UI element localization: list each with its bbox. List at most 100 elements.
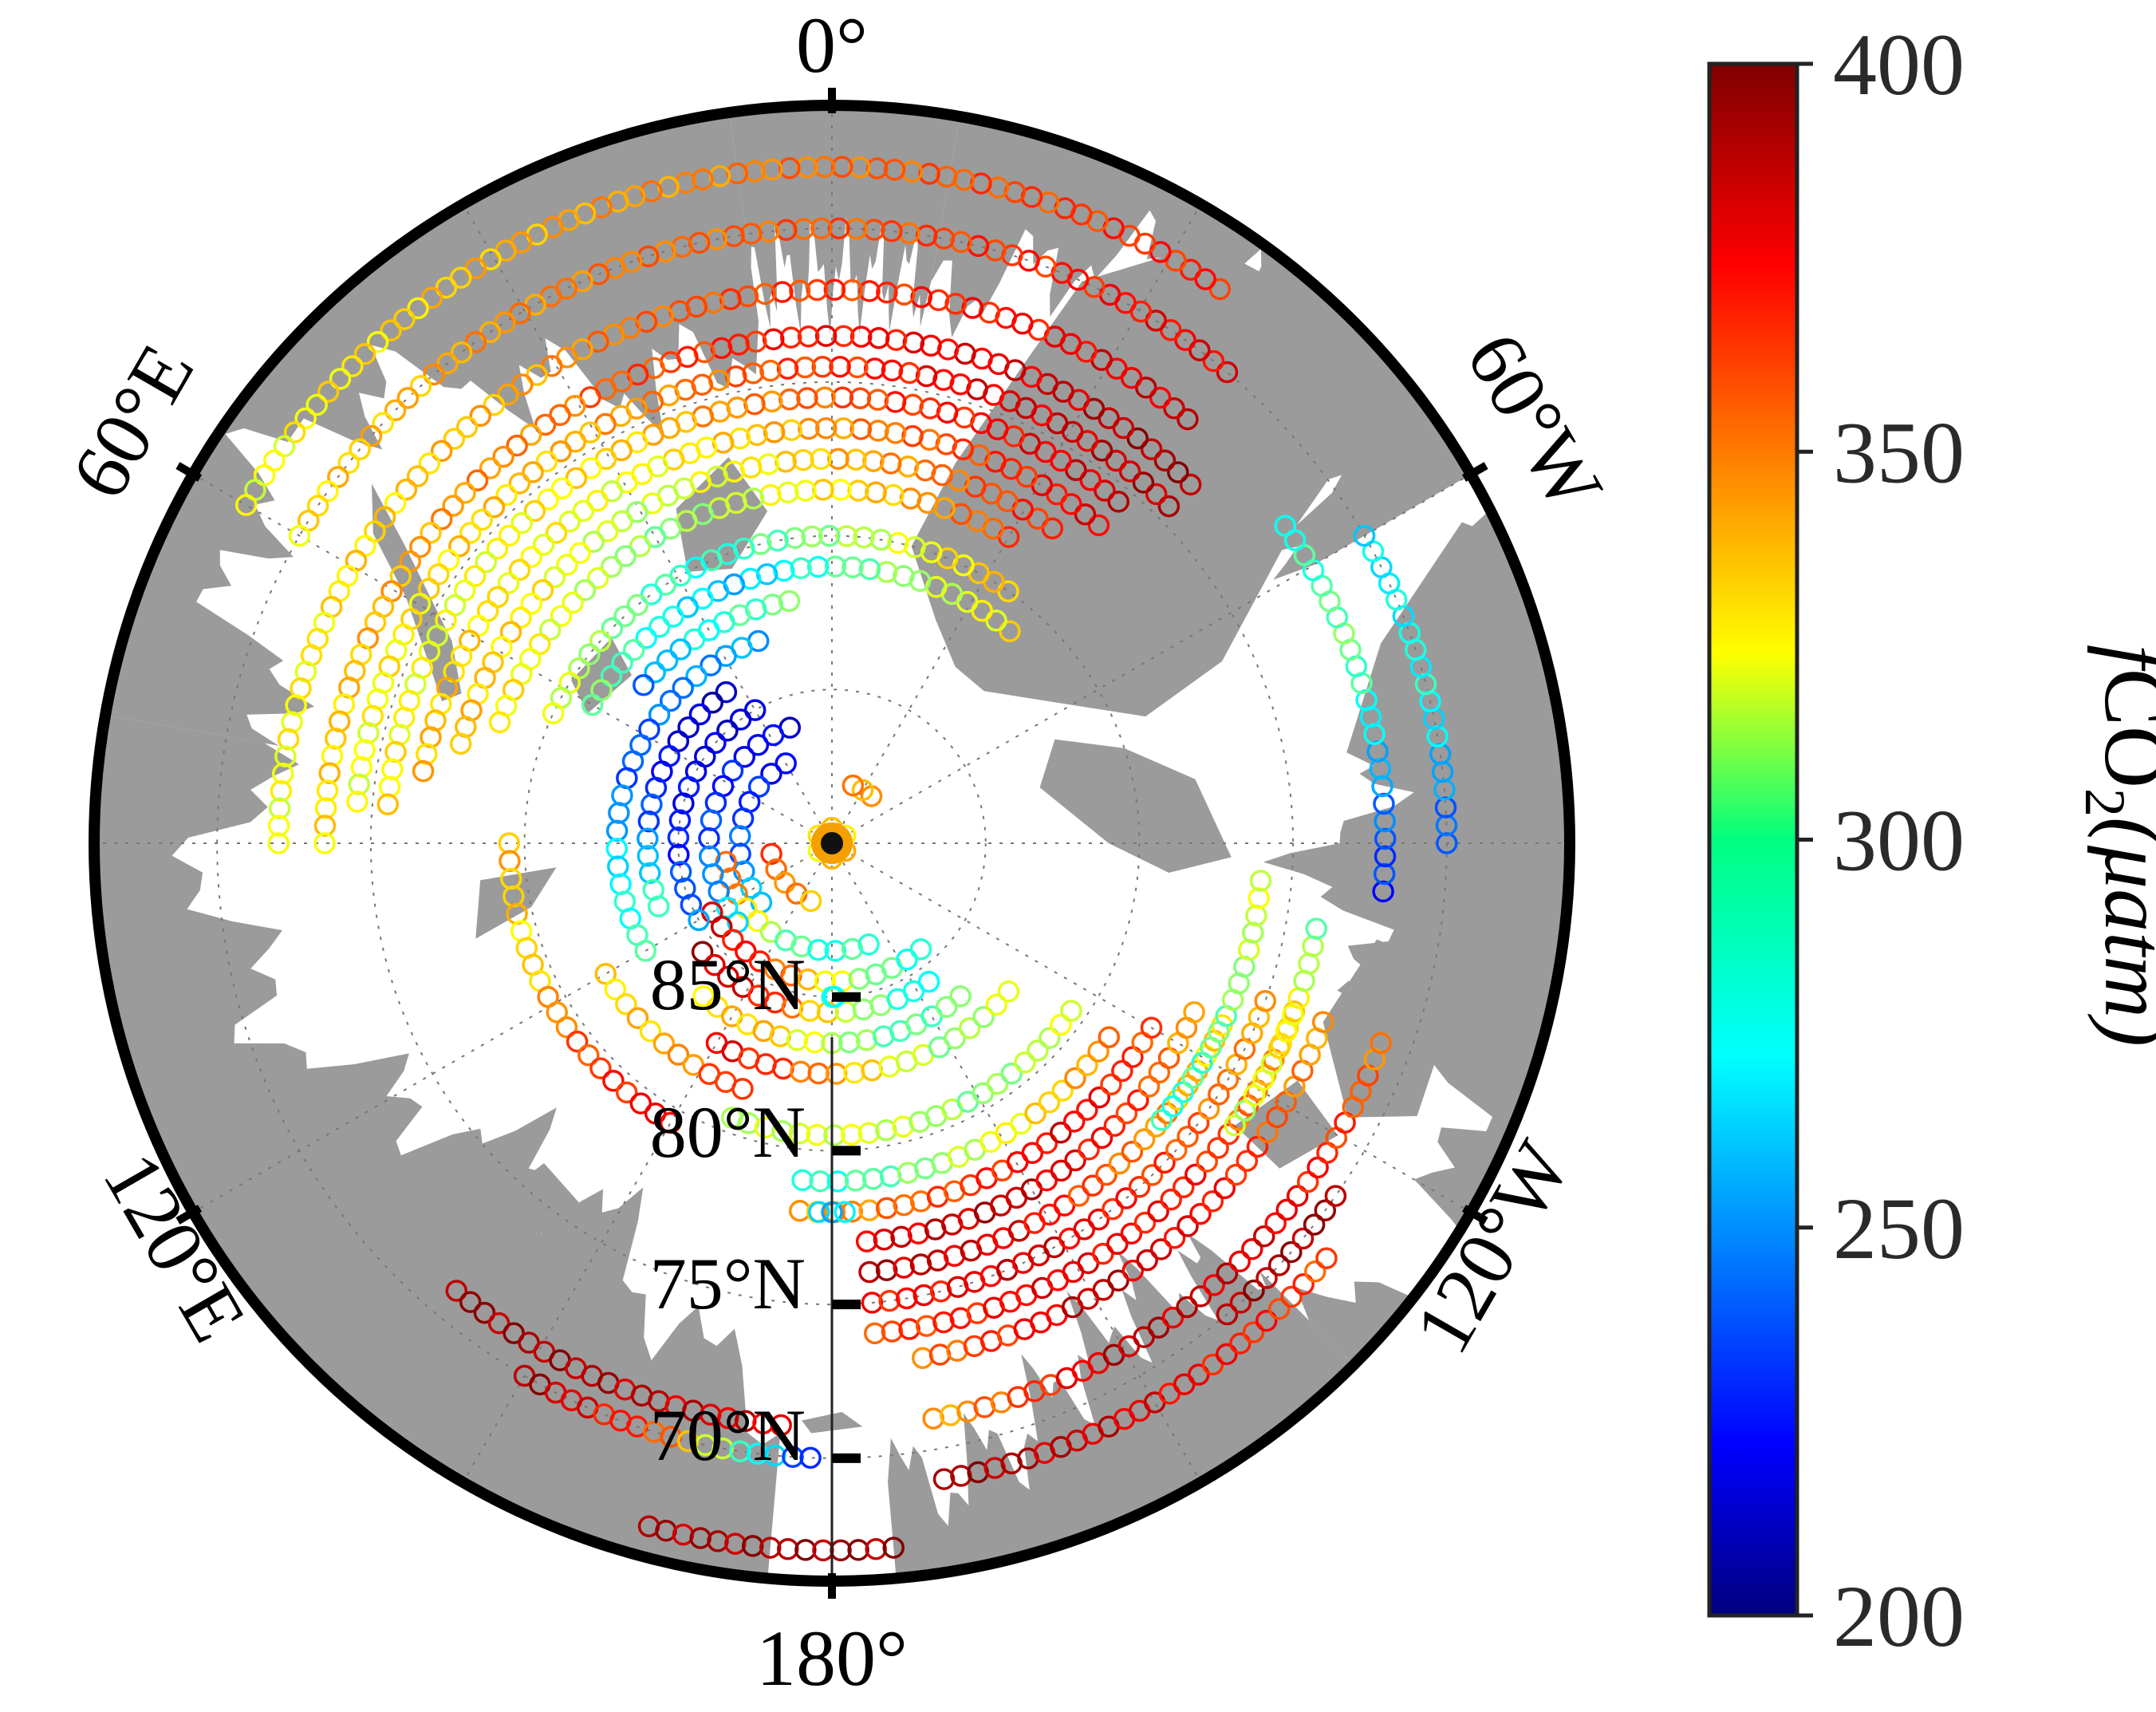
fco2-point bbox=[1137, 1075, 1161, 1098]
fco2-point bbox=[842, 774, 865, 797]
fco2-point bbox=[1203, 1274, 1225, 1296]
fco2-point bbox=[1014, 1051, 1036, 1074]
fco2-point bbox=[909, 938, 932, 961]
fco2-point bbox=[633, 674, 655, 696]
fco2-point bbox=[543, 566, 566, 589]
fco2-point bbox=[652, 1032, 676, 1055]
fco2-point bbox=[1140, 1016, 1163, 1039]
fco2-point bbox=[373, 506, 396, 528]
fco2-point bbox=[845, 218, 868, 240]
fco2-point bbox=[869, 528, 893, 551]
fco2-point bbox=[865, 1537, 887, 1560]
fco2-point bbox=[1280, 1241, 1303, 1264]
fco2-point bbox=[406, 465, 429, 487]
fco2-point bbox=[1161, 1306, 1184, 1329]
fco2-point bbox=[272, 763, 294, 785]
fco2-point bbox=[1120, 1222, 1143, 1245]
fco2-point bbox=[556, 554, 578, 576]
fco2-point bbox=[581, 693, 604, 716]
fco2-point bbox=[409, 535, 432, 558]
fco2-point bbox=[835, 525, 858, 547]
fco2-point bbox=[437, 549, 460, 571]
fco2-point bbox=[1153, 1151, 1176, 1174]
fco2-point bbox=[508, 472, 531, 495]
fco2-point bbox=[893, 283, 916, 306]
fco2-point bbox=[532, 533, 555, 556]
latitude-ticks bbox=[832, 992, 861, 1463]
fco2-point bbox=[463, 565, 487, 587]
fco2-point bbox=[487, 1312, 510, 1335]
fco2-point bbox=[1296, 1170, 1319, 1193]
fco2-point bbox=[578, 643, 601, 665]
fco2-point bbox=[747, 734, 770, 756]
fco2-point bbox=[1092, 1242, 1114, 1265]
fco2-point bbox=[479, 457, 502, 479]
fco2-point bbox=[656, 649, 679, 672]
fco2-point bbox=[479, 321, 502, 343]
fco2-point bbox=[972, 1006, 995, 1028]
fco2-point bbox=[685, 665, 707, 688]
fco2-point bbox=[845, 448, 867, 471]
fco2-point bbox=[910, 286, 932, 309]
fco2-point bbox=[348, 773, 370, 795]
fco2-point bbox=[436, 352, 459, 375]
fco2-point bbox=[1090, 1126, 1113, 1150]
fco2-point bbox=[780, 419, 802, 441]
colorbar-label-main: CO bbox=[2087, 669, 2156, 788]
colorbar-label: fCO2(μatm) bbox=[2073, 645, 2156, 1047]
fco2-point bbox=[1189, 1285, 1212, 1308]
fco2-point bbox=[1216, 361, 1239, 384]
fco2-point bbox=[486, 537, 509, 560]
fco2-point bbox=[786, 1028, 809, 1051]
fco2-point bbox=[1038, 1091, 1061, 1114]
fco2-point bbox=[1264, 1212, 1287, 1235]
fco2-point bbox=[832, 417, 855, 440]
fco2-point bbox=[809, 1170, 831, 1193]
fco2-point bbox=[668, 809, 692, 832]
fco2-point bbox=[747, 775, 771, 798]
fco2-point bbox=[863, 1322, 886, 1345]
fco2-point bbox=[797, 968, 819, 991]
fco2-point bbox=[810, 448, 832, 471]
fco2-point bbox=[420, 522, 442, 544]
fco2-point bbox=[573, 578, 597, 602]
pole-marker bbox=[811, 822, 853, 864]
fco2-point bbox=[760, 763, 782, 785]
fco2-point bbox=[1074, 503, 1097, 526]
fco2-point bbox=[511, 373, 534, 396]
fco2-point bbox=[1187, 1111, 1210, 1134]
fco2-point bbox=[824, 555, 847, 578]
fco2-point bbox=[1174, 329, 1196, 351]
fco2-point bbox=[1095, 1163, 1117, 1186]
fco2-point bbox=[531, 578, 554, 602]
fco2-point bbox=[692, 985, 715, 1008]
fco2-point bbox=[667, 826, 690, 849]
fco2-point bbox=[935, 996, 958, 1018]
fco2-point bbox=[648, 616, 671, 638]
fco2-point bbox=[637, 845, 660, 867]
fco2-point bbox=[582, 531, 605, 553]
fco2-point bbox=[327, 466, 349, 488]
fco2-point bbox=[704, 953, 726, 976]
fco2-point bbox=[1224, 1114, 1246, 1137]
fco2-point bbox=[762, 328, 785, 351]
fco2-point bbox=[1150, 1109, 1173, 1131]
fco2-point bbox=[235, 494, 258, 516]
land-canada bbox=[1263, 381, 1570, 1496]
fco2-point bbox=[806, 555, 830, 578]
fco2-point bbox=[1254, 989, 1277, 1012]
fco2-point bbox=[492, 445, 514, 468]
fco2-point bbox=[762, 724, 785, 747]
fco2-point bbox=[775, 219, 798, 242]
fco2-point bbox=[637, 810, 660, 833]
fco2-point bbox=[506, 434, 528, 457]
fco2-point bbox=[777, 1537, 799, 1560]
fco2-point bbox=[1201, 1189, 1224, 1213]
fco2-point bbox=[430, 440, 453, 463]
lat-label-70n: 70°N bbox=[650, 1394, 806, 1476]
fco2-point bbox=[672, 677, 694, 700]
fco2-point bbox=[1024, 1102, 1046, 1125]
fco2-point bbox=[677, 716, 700, 739]
fco2-point bbox=[1076, 1099, 1098, 1121]
